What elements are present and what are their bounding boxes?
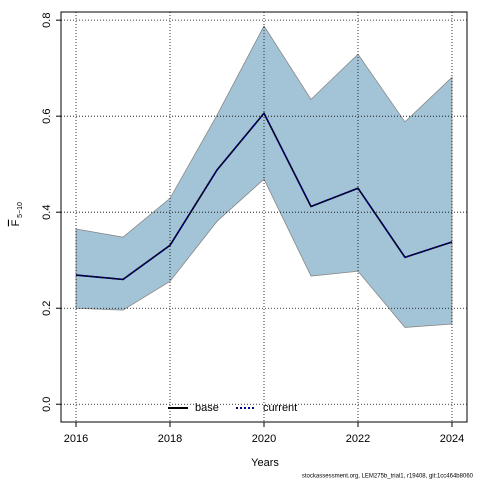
- legend-label: base: [195, 402, 219, 414]
- x-tick-label: 2024: [440, 433, 464, 445]
- series-line: [75, 111, 453, 281]
- y-axis-label-sub: 5−10: [17, 202, 24, 218]
- y-tick-label: 0.2: [41, 301, 53, 316]
- x-axis-label: Years: [251, 457, 279, 469]
- x-tick-label: 2016: [64, 433, 88, 445]
- y-tick-label: 0.8: [41, 13, 53, 28]
- x-tick-label: 2022: [346, 433, 370, 445]
- footer: stockassessment.org, LEM275b_trial1, r19…: [302, 474, 474, 480]
- x-tick-label: 2020: [252, 433, 276, 445]
- y-tick-label: 0.6: [41, 109, 53, 124]
- y-tick-label: 0.0: [41, 397, 53, 412]
- y-tick-label: 0.4: [41, 205, 53, 220]
- y-axis-label-main: F: [10, 219, 22, 226]
- x-tick-label: 2018: [158, 433, 182, 445]
- legend-label: current: [263, 402, 297, 414]
- y-axis-label: F5−10: [10, 202, 24, 226]
